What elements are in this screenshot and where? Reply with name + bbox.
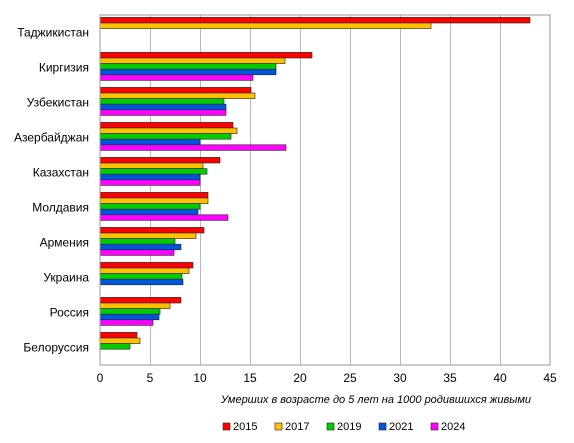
bar-2017 [99, 162, 204, 169]
bar-2017 [99, 127, 238, 134]
x-tick-label: 0 [97, 371, 104, 385]
bar-2015 [99, 192, 209, 199]
bar-2017 [99, 337, 141, 344]
bar-2017 [99, 302, 171, 309]
legend-swatch [378, 422, 387, 431]
bar-2015 [99, 157, 221, 164]
legend-swatch [274, 422, 283, 431]
category-label: Украина [43, 271, 89, 285]
category-label: Россия [50, 306, 89, 320]
legend-label: 2015 [233, 421, 257, 433]
bar-2024 [99, 214, 229, 221]
bar-2024 [99, 109, 227, 116]
x-axis-title: Умерших в возрасте до 5 лет на 1000 роди… [220, 394, 531, 406]
x-tick-label: 35 [443, 371, 457, 385]
axes [99, 14, 551, 366]
bar-2019 [99, 98, 225, 105]
x-tick-label: 25 [343, 371, 357, 385]
category-labels: Таджикистан Киргизия Узбекистан Азербайджан… [14, 26, 89, 355]
bar-2019 [99, 273, 183, 280]
legend-label: 2019 [337, 421, 361, 433]
bar-2019 [99, 168, 208, 175]
legend: 2015 2017 2019 2021 2024 [222, 421, 465, 433]
bar-2021 [99, 313, 160, 321]
category-label: Узбекистан [27, 96, 89, 110]
bar-2024 [99, 179, 201, 186]
bar-2015 [99, 332, 138, 339]
bar-2021 [99, 278, 184, 286]
category-label: Белоруссия [23, 341, 89, 355]
category-label: Таджикистан [17, 26, 89, 40]
bar-2015 [99, 87, 252, 94]
bar-2017 [99, 267, 190, 274]
bar-2017 [99, 22, 432, 29]
bar-2024 [99, 319, 154, 326]
legend-label: 2021 [389, 421, 413, 433]
category-label: Киргизия [39, 61, 89, 75]
legend-label: 2024 [441, 421, 465, 433]
bar-2021 [99, 173, 201, 181]
bar-2015 [99, 17, 531, 24]
legend-swatch [326, 422, 335, 431]
bar-2021 [99, 138, 201, 146]
x-tick-label: 45 [543, 371, 557, 385]
bar-2019 [99, 308, 161, 315]
bar-2021 [99, 68, 277, 76]
x-tick-label: 20 [293, 371, 307, 385]
bar-2019 [99, 133, 232, 140]
bar-2021 [99, 103, 227, 111]
x-tick-label: 10 [193, 371, 207, 385]
x-tick-label: 5 [147, 371, 154, 385]
bar-2019 [99, 203, 201, 210]
legend-swatch [430, 422, 439, 431]
bar-2015 [99, 227, 205, 234]
tick-labels: 0 5 10 15 20 25 30 35 40 45 [97, 371, 557, 385]
bar-2019 [99, 343, 131, 350]
bar-2024 [99, 74, 254, 81]
bars [99, 17, 531, 350]
bar-2019 [99, 238, 176, 245]
x-tick-label: 15 [243, 371, 257, 385]
plot-area-border [99, 14, 551, 366]
bar-2017 [99, 232, 197, 239]
legend-swatch [222, 422, 231, 431]
bar-2015 [99, 122, 234, 129]
x-tick-label: 30 [393, 371, 407, 385]
bar-2021 [99, 243, 182, 251]
category-label: Казахстан [33, 166, 89, 180]
bar-2015 [99, 52, 313, 59]
bar-2015 [99, 297, 182, 304]
bar-2021 [99, 208, 199, 216]
bar-2015 [99, 262, 194, 269]
bar-2017 [99, 197, 209, 204]
category-label: Азербайджан [14, 131, 89, 145]
legend-label: 2017 [285, 421, 309, 433]
x-tick-label: 40 [493, 371, 507, 385]
category-label: Молдавия [32, 201, 89, 215]
bar-2017 [99, 92, 256, 99]
bar-2019 [99, 63, 277, 70]
bar-2017 [99, 57, 286, 64]
bar-2024 [99, 249, 175, 256]
bar-2024 [99, 144, 287, 151]
category-label: Армения [40, 236, 89, 250]
